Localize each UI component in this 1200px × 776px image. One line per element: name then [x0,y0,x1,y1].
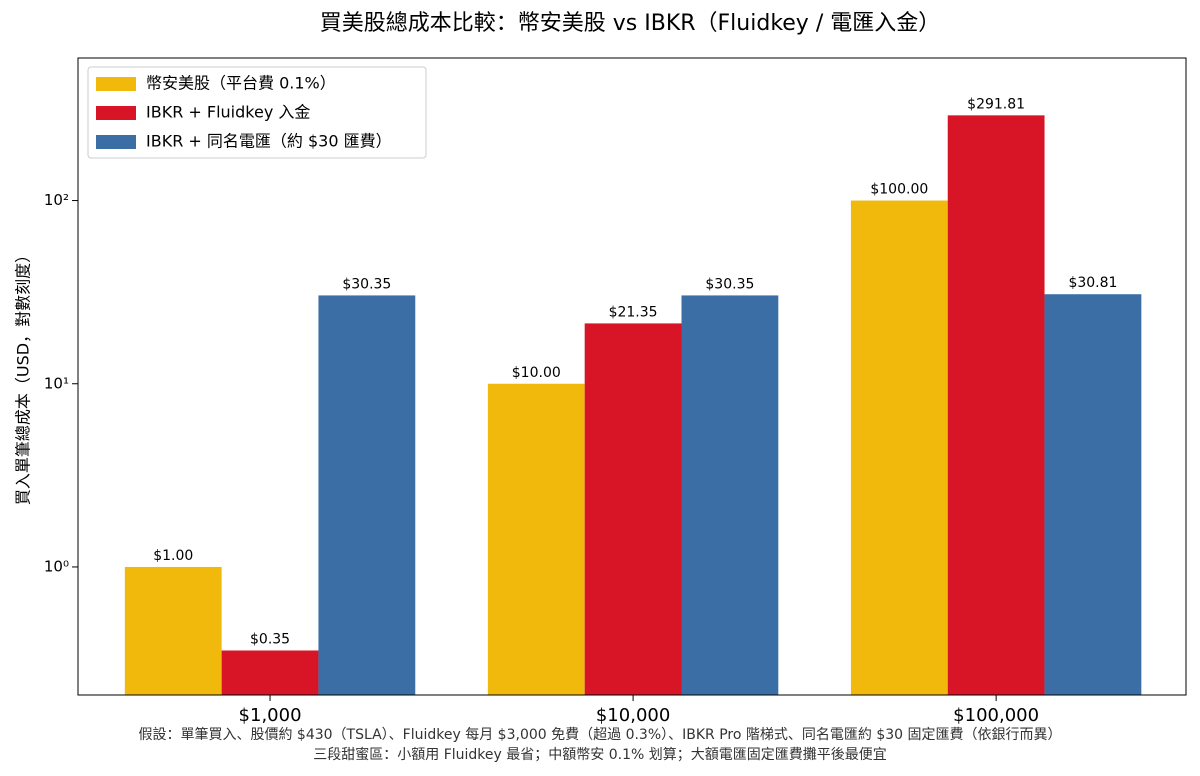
legend-swatch [96,135,136,149]
bar [584,323,682,695]
value-label: $21.35 [609,304,658,320]
legend-label: 幣安美股（平台費 0.1%） [146,74,336,93]
x-tick-label: $10,000 [596,705,670,726]
value-label: $10.00 [512,365,561,381]
y-tick-label: 10⁰ [44,557,69,575]
bar [221,650,319,695]
y-tick-label: 10¹ [44,374,69,392]
legend-label: IBKR + Fluidkey 入金 [146,103,310,122]
value-label: $100.00 [870,182,928,198]
legend-swatch [96,77,136,91]
legend-box [87,66,427,159]
value-label: $30.35 [705,276,754,292]
x-tick-label: $1,000 [239,705,302,726]
footnote: 假設：單筆買入、股價約 $430（TSLA）、Fluidkey 每月 $3,00… [138,726,1061,743]
bar [124,566,222,695]
legend-swatch [96,106,136,120]
bar [487,383,585,695]
chart-title: 買美股總成本比較：幣安美股 vs IBKR（Fluidkey / 電匯入金） [320,11,940,36]
value-label: $1.00 [153,548,193,564]
x-tick-label: $100,000 [953,705,1039,726]
y-tick-label: 10² [44,191,69,209]
value-label: $0.35 [250,631,290,647]
bar [1044,294,1142,695]
value-label: $291.81 [967,96,1025,112]
plot-frame [77,57,1187,696]
bar [947,115,1045,696]
legend-label: IBKR + 同名電匯（約 $30 匯費） [146,132,392,151]
value-label: $30.35 [342,276,391,292]
bar [318,295,416,695]
footnote: 三段甜蜜區：小額用 Fluidkey 最省；中額幣安 0.1% 划算；大額電匯固… [313,747,886,763]
value-label: $30.81 [1068,275,1117,291]
bar [681,295,779,695]
bar [850,200,948,696]
y-axis-label: 買入單筆總成本（USD，對數刻度） [14,247,33,505]
